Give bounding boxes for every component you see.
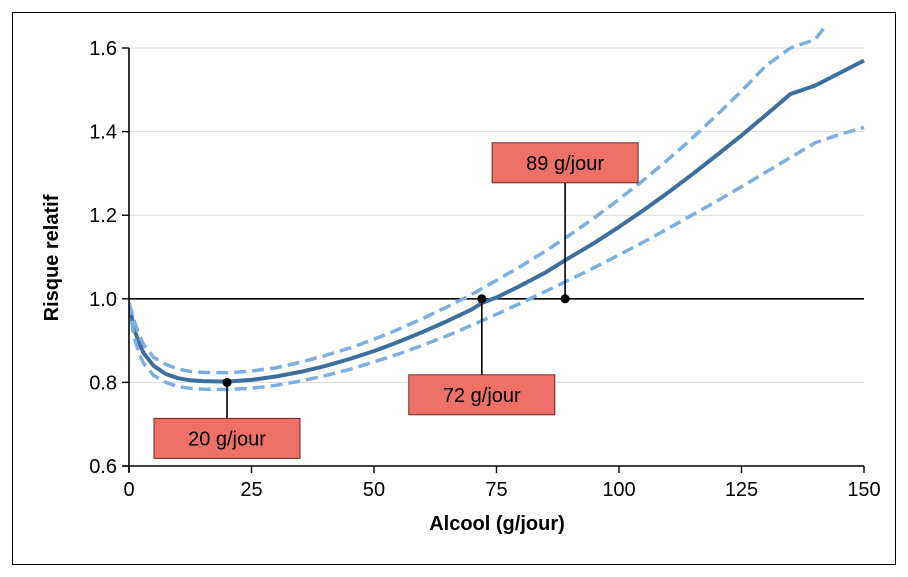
annotation-box: [153, 417, 301, 459]
annotation-dot: [222, 377, 232, 387]
annotations: 20 g/jour 72 g/jour 89 g/jour: [153, 142, 639, 459]
annotation-dot: [560, 294, 570, 304]
annotation-box: [408, 374, 556, 416]
y-tick-label: 1.2: [89, 205, 117, 227]
axes: 0 25 50 75 100 125 150 0.6 0.8 1.0 1.2 1.4 1.6: [89, 38, 881, 501]
series-estimate: [129, 58, 865, 384]
x-tick-label: 75: [485, 479, 507, 501]
x-tick-label: 100: [602, 479, 635, 501]
y-axis-title: Risque relatif: [41, 194, 63, 321]
y-tick-label: 1.4: [89, 122, 117, 144]
annotation-box: [491, 142, 639, 184]
series-ci-upper: [129, 28, 827, 375]
annotation-label: 89 g/jour: [526, 153, 604, 175]
x-tick-label: 50: [363, 479, 385, 501]
y-tick-label: 1.6: [89, 38, 117, 60]
annotation-label: 72 g/jour: [443, 385, 521, 407]
chart-frame: [12, 12, 896, 565]
series-ci-lower: [129, 125, 865, 392]
x-tick-label: 0: [123, 479, 134, 501]
annotation-label: 20 g/jour: [188, 428, 266, 450]
x-tick-label: 150: [847, 479, 880, 501]
x-tick-label: 125: [725, 479, 758, 501]
gridlines: [129, 47, 864, 383]
annotation-dot: [477, 294, 487, 304]
series-layer: [129, 28, 865, 392]
x-tick-label: 25: [240, 479, 262, 501]
y-tick-label: 1.0: [89, 289, 117, 311]
x-axis-title: Alcool (g/jour): [429, 513, 565, 535]
y-tick-label: 0.8: [89, 372, 117, 394]
y-tick-label: 0.6: [89, 456, 117, 478]
